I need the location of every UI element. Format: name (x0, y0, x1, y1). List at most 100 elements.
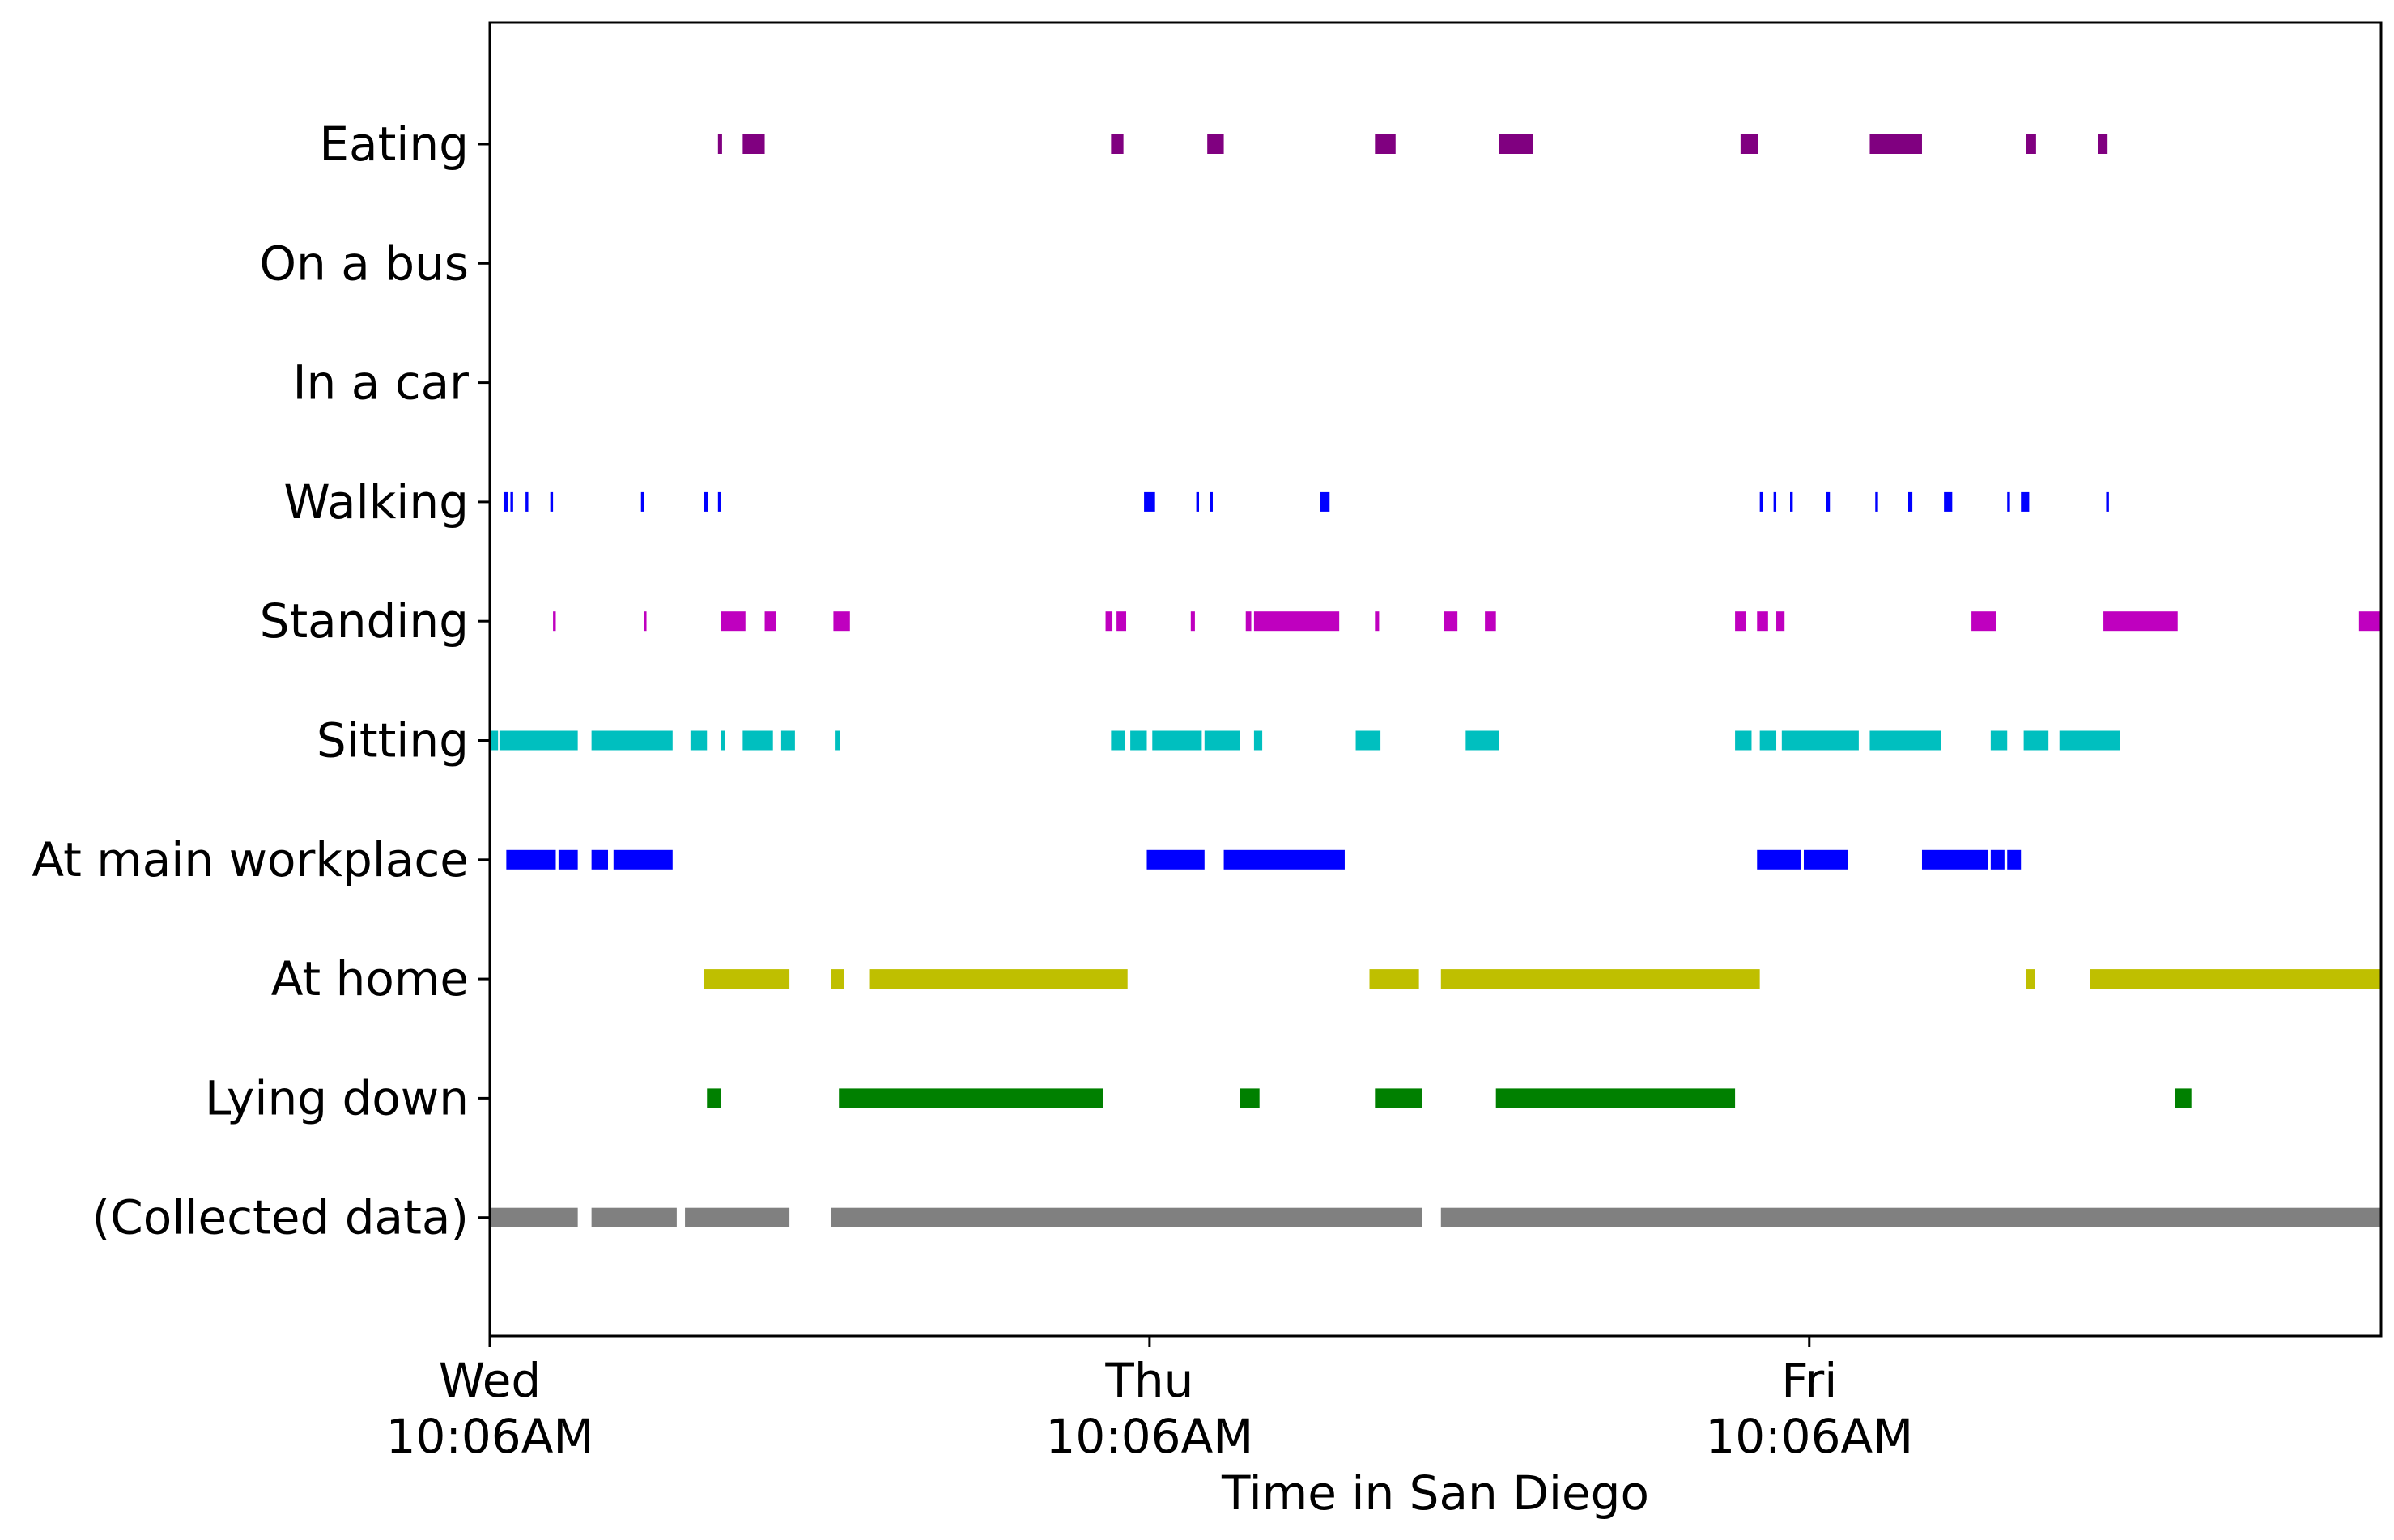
interval-bar-walking-19 (2021, 491, 2030, 512)
interval-bar-standing-14 (1757, 611, 1768, 632)
interval-bar-standing-1 (644, 611, 647, 632)
interval-bar-sitting-10 (1152, 730, 1202, 751)
y-tick-label-lying-down: Lying down (205, 1070, 469, 1125)
interval-bar-eating-7 (1869, 134, 1922, 154)
interval-bar-walking-10 (1320, 491, 1330, 512)
interval-bar-walking-20 (2106, 491, 2109, 512)
interval-bar-eating-6 (1740, 134, 1758, 154)
interval-bar-walking-8 (1196, 491, 1199, 512)
interval-bar-collected-data-2 (685, 1207, 790, 1227)
x-tick-label-day-2: Fri (1781, 1353, 1837, 1408)
interval-bar-sitting-1 (499, 730, 578, 751)
y-tick-label-at-main-workplace: At main workplace (32, 832, 469, 887)
interval-bar-standing-17 (2103, 611, 2178, 632)
interval-bar-lying-down-5 (2175, 1088, 2192, 1108)
interval-bar-standing-7 (1190, 611, 1195, 632)
x-axis-label: Time in San Diego (1221, 1466, 1649, 1521)
interval-bar-collected-data-0 (490, 1207, 578, 1227)
interval-bar-sitting-17 (1781, 730, 1859, 751)
interval-bar-walking-13 (1790, 491, 1793, 512)
interval-bar-walking-12 (1773, 491, 1777, 512)
interval-bar-at-main-workplace-7 (1803, 849, 1848, 870)
interval-bar-walking-6 (717, 491, 721, 512)
interval-bar-walking-16 (1908, 491, 1913, 512)
x-tick-label-day-0: Wed (439, 1353, 541, 1408)
interval-bar-sitting-13 (1355, 730, 1381, 751)
interval-bar-walking-15 (1875, 491, 1878, 512)
interval-bar-eating-0 (717, 134, 722, 154)
interval-bar-sitting-19 (1990, 730, 2008, 751)
interval-bar-at-main-workplace-3 (613, 849, 673, 870)
interval-bar-sitting-12 (1253, 730, 1263, 751)
interval-bar-standing-11 (1444, 611, 1458, 632)
x-tick-label-day-1: Thu (1104, 1353, 1193, 1408)
y-tick-label-eating: Eating (319, 117, 469, 172)
interval-bar-sitting-15 (1735, 730, 1752, 751)
interval-bar-at-home-5 (2026, 969, 2035, 989)
y-tick-label-at-home: At home (271, 951, 469, 1006)
interval-bar-walking-9 (1210, 491, 1213, 512)
interval-bar-walking-7 (1144, 491, 1155, 512)
interval-bar-walking-17 (1944, 491, 1953, 512)
interval-bar-sitting-6 (780, 730, 795, 751)
interval-bar-at-main-workplace-4 (1146, 849, 1205, 870)
interval-bar-eating-9 (2098, 134, 2108, 154)
y-tick-label-walking: Walking (283, 474, 469, 530)
interval-bar-eating-3 (1207, 134, 1224, 154)
interval-bar-sitting-4 (721, 730, 725, 751)
interval-bar-at-main-workplace-0 (506, 849, 556, 870)
interval-bar-standing-3 (764, 611, 776, 632)
y-tick-label-on-a-bus: On a bus (259, 236, 469, 291)
interval-bar-standing-0 (553, 611, 556, 632)
interval-bar-collected-data-1 (591, 1207, 677, 1227)
x-tick-label-time-1: 10:06AM (1045, 1409, 1253, 1464)
interval-bar-at-main-workplace-8 (1921, 849, 1988, 870)
interval-bar-at-main-workplace-6 (1757, 849, 1801, 870)
y-tick-label-in-a-car: In a car (292, 355, 469, 411)
interval-bar-standing-12 (1485, 611, 1496, 632)
interval-bar-at-main-workplace-1 (558, 849, 578, 870)
interval-bar-sitting-3 (690, 730, 708, 751)
interval-bar-at-main-workplace-9 (1990, 849, 2005, 870)
interval-bar-walking-14 (1826, 491, 1831, 512)
interval-bar-at-home-3 (1369, 969, 1419, 989)
y-tick-label-sitting: Sitting (317, 713, 469, 768)
interval-bar-standing-2 (721, 611, 746, 632)
interval-bar-walking-4 (640, 491, 644, 512)
interval-bar-standing-16 (1971, 611, 1996, 632)
interval-bar-at-home-6 (2090, 969, 2381, 989)
interval-bar-standing-15 (1776, 611, 1785, 632)
interval-bar-eating-2 (1111, 134, 1124, 154)
interval-bar-sitting-18 (1869, 730, 1941, 751)
plot-area (490, 134, 2381, 1227)
interval-bar-at-home-0 (704, 969, 790, 989)
plot-frame (488, 21, 2383, 1338)
interval-bar-standing-18 (2358, 611, 2381, 632)
interval-bar-sitting-20 (2023, 730, 2049, 751)
interval-bar-eating-8 (2026, 134, 2036, 154)
interval-bar-standing-9 (1253, 611, 1340, 632)
interval-bar-sitting-7 (835, 730, 840, 751)
interval-bar-standing-8 (1245, 611, 1252, 632)
interval-bar-collected-data-4 (1440, 1207, 2381, 1227)
interval-bar-lying-down-2 (1240, 1088, 1260, 1108)
y-tick-label-collected-data: (Collected data) (92, 1190, 469, 1245)
interval-bar-walking-18 (2007, 491, 2010, 512)
interval-bar-sitting-0 (490, 730, 499, 751)
interval-bar-sitting-5 (742, 730, 773, 751)
interval-bar-at-main-workplace-10 (2007, 849, 2022, 870)
interval-bar-standing-10 (1375, 611, 1380, 632)
interval-bar-sitting-11 (1204, 730, 1240, 751)
interval-bar-at-main-workplace-2 (591, 849, 608, 870)
interval-bar-sitting-21 (2059, 730, 2120, 751)
interval-bar-sitting-2 (591, 730, 673, 751)
interval-bar-walking-3 (550, 491, 554, 512)
interval-bar-eating-5 (1499, 134, 1533, 154)
x-tick-label-time-0: 10:06AM (386, 1409, 594, 1464)
interval-bar-sitting-14 (1465, 730, 1499, 751)
y-axis: Eating On a bus In a car Walking Standing Sit… (32, 117, 490, 1245)
x-tick-label-time-2: 10:06AM (1705, 1409, 1913, 1464)
y-tick-label-standing: Standing (260, 593, 469, 649)
